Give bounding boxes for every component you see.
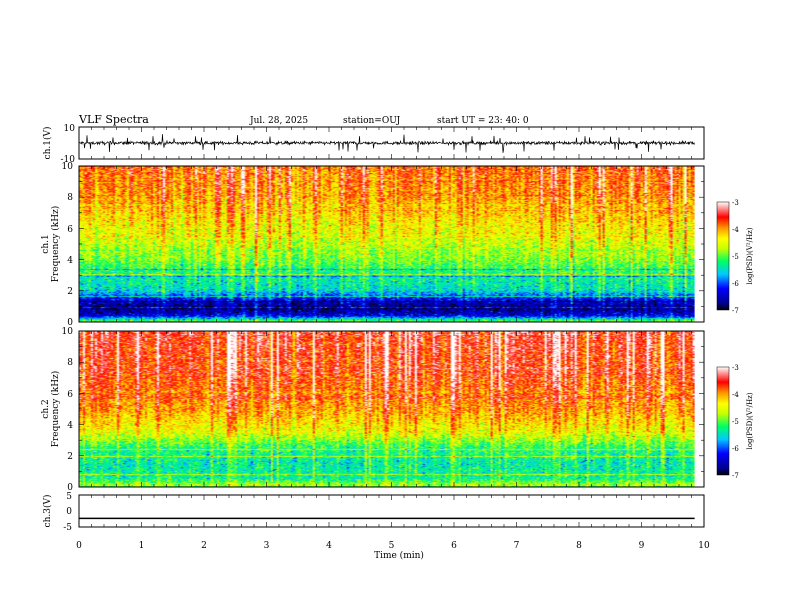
time-tick-0: 0	[76, 541, 82, 551]
ch1-ytick-bottom: -10	[61, 155, 76, 165]
time-tick-8: 8	[576, 541, 582, 551]
time-axis-label: Time (min)	[374, 550, 424, 561]
ch1-waveform-line	[78, 134, 695, 153]
ch2-spec-ytick-4: 4	[67, 421, 73, 431]
ch2-spectrogram-yticklabels: 0 2 4 6 8 10	[62, 327, 74, 493]
ch1-spectrogram-channel-label: ch.1	[41, 234, 51, 253]
time-axis-ticklabels: 0 1 2 3 4 5 6 7 8 9 10	[76, 541, 710, 551]
ch1-spectrogram-yticklabels: 0 2 4 6 8 10	[62, 162, 74, 328]
ch3-ytick-0: 0	[66, 507, 72, 517]
ch2-spectrogram-channel-label: ch.2	[41, 399, 51, 418]
time-tick-7: 7	[514, 541, 520, 551]
ch1-waveform-ylabel: ch.1(V)	[42, 127, 53, 160]
ch1-ytick-top: 10	[64, 124, 76, 134]
ch2-spectrogram-frame	[78, 330, 705, 488]
ch1-colorbar-ticks: -3 -4 -5 -6 -7	[732, 199, 739, 315]
ch3-waveform-frame	[78, 494, 705, 528]
ch1-cb-tick-m3: -3	[732, 199, 739, 207]
ch2-spectrogram-panel: 0 2 4 6 8 10 ch.2 Frequency (kHz) -3 -4 …	[41, 327, 754, 493]
start-time-label: start UT = 23: 40: 0	[437, 116, 529, 126]
time-tick-2: 2	[201, 541, 207, 551]
ch1-spectrogram-image	[79, 166, 695, 322]
ch2-cb-tick-m4: -4	[732, 391, 739, 399]
figure-title: VLF Spectra	[78, 113, 149, 126]
ch2-colorbar-ticks: -3 -4 -5 -6 -7	[732, 364, 739, 480]
time-tick-10: 10	[698, 541, 710, 551]
ch2-colorbar-label: log(PSD)(V²/Hz)	[746, 392, 754, 449]
ch2-spectrogram-image	[79, 331, 695, 487]
ch2-spec-ytick-10: 10	[62, 327, 74, 337]
ch3-waveform-panel: 5 0 -5 ch.3(V) 0 1 2 3 4 5 6 7 8 9 10 Time (min)	[42, 492, 710, 561]
ch1-colorbar-label: log(PSD)(V²/Hz)	[746, 227, 754, 284]
ch2-spec-ytick-0: 0	[67, 483, 73, 493]
ch1-cb-tick-m4: -4	[732, 226, 739, 234]
time-tick-5: 5	[389, 541, 395, 551]
ch1-spectrogram-ylabel: Frequency (kHz)	[50, 206, 61, 283]
ch1-cb-tick-m5: -5	[732, 253, 739, 261]
ch1-spectrogram-panel: 0 2 4 6 8 10 ch.1 Frequency (kHz) -3 -4 …	[41, 162, 754, 328]
ch1-spec-ytick-6: 6	[67, 225, 73, 235]
ch3-ytick-m5: -5	[63, 523, 72, 533]
time-tick-1: 1	[139, 541, 145, 551]
ch2-spec-ytick-6: 6	[67, 390, 73, 400]
ch2-cb-tick-m6: -6	[732, 445, 739, 453]
ch1-spectrogram-frame	[78, 165, 705, 323]
station-label: station=OUJ	[343, 116, 401, 126]
ch1-waveform-frame	[78, 126, 705, 160]
ch1-cb-tick-m7: -7	[732, 307, 739, 315]
ch1-waveform-panel: 10 -10 ch.1(V)	[42, 124, 705, 165]
date-label: Jul. 28, 2025	[249, 116, 308, 126]
ch2-spec-ytick-8: 8	[67, 358, 73, 368]
ch1-cb-tick-m6: -6	[732, 280, 739, 288]
ch2-cb-tick-m7: -7	[732, 472, 739, 480]
ch3-ytick-5: 5	[66, 492, 72, 502]
time-tick-9: 9	[639, 541, 645, 551]
time-tick-4: 4	[326, 541, 332, 551]
ch1-colorbar	[716, 201, 730, 311]
ch2-colorbar	[716, 366, 730, 476]
time-tick-6: 6	[451, 541, 457, 551]
ch1-spec-ytick-2: 2	[67, 287, 73, 297]
time-tick-3: 3	[264, 541, 270, 551]
ch2-cb-tick-m3: -3	[732, 364, 739, 372]
ch1-spec-ytick-0: 0	[67, 318, 73, 328]
ch1-spec-ytick-4: 4	[67, 256, 73, 266]
ch2-spectrogram-ylabel: Frequency (kHz)	[50, 371, 61, 448]
ch2-cb-tick-m5: -5	[732, 418, 739, 426]
ch3-waveform-ylabel: ch.3(V)	[42, 495, 53, 528]
ch2-spec-ytick-2: 2	[67, 452, 73, 462]
ch1-spec-ytick-10: 10	[62, 162, 74, 172]
ch3-waveform-ticks	[78, 495, 705, 527]
ch1-waveform-trace	[78, 134, 695, 153]
ch1-spec-ytick-8: 8	[67, 193, 73, 203]
